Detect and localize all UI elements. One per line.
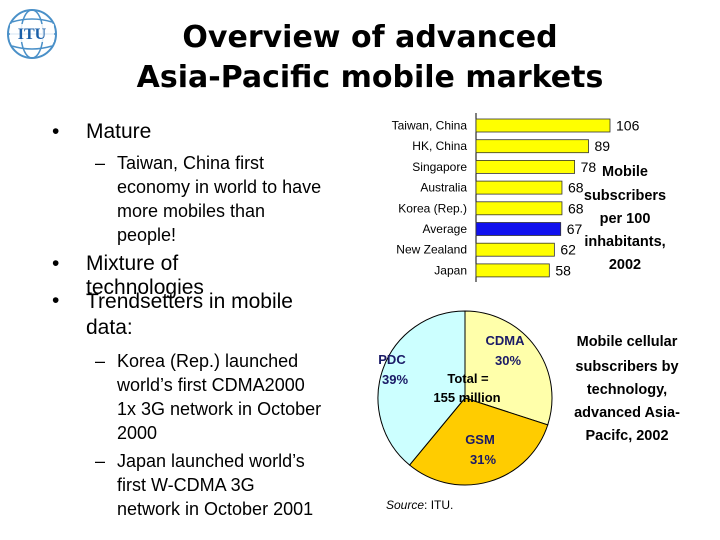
- bar-caption-line: Mobile: [602, 164, 648, 180]
- text-line: Korea (Rep.) launched: [117, 351, 299, 371]
- bar-category-label: Taiwan, China: [392, 119, 468, 133]
- sub-bullet-dash: –: [95, 153, 106, 173]
- pie-slice-value: 39%: [382, 372, 408, 387]
- bar-value-label: 89: [595, 138, 611, 154]
- sub-bullet-dash: –: [95, 351, 106, 371]
- bar-category-label: Singapore: [412, 160, 467, 174]
- bar-caption-line: per 100: [600, 211, 651, 227]
- source-prefix: Source: [386, 498, 424, 512]
- text-line: network in October 2001: [117, 499, 314, 519]
- pie-slices: [377, 310, 553, 486]
- bar-value-label: 78: [581, 159, 597, 175]
- bullet-mixture-text: Mixture of technologies: [86, 252, 204, 299]
- pie-center-line: 155 million: [433, 390, 500, 405]
- itu-logo: ITU: [7, 9, 57, 59]
- bar-value-label: 68: [568, 180, 584, 196]
- pie-caption-line: technology,: [587, 382, 667, 398]
- bar: [475, 263, 550, 278]
- text-line: economy in world to have: [117, 177, 322, 197]
- text-line: Japan launched world’s: [117, 451, 305, 471]
- pie-slice-value: 31%: [470, 452, 496, 467]
- source-note: Source: ITU.: [386, 498, 453, 512]
- pie-center-line: Total =: [447, 371, 489, 386]
- bar: [475, 118, 611, 133]
- source-text: : ITU.: [424, 498, 453, 512]
- bar: [475, 201, 563, 216]
- bullet-mature-text: Mature: [86, 120, 152, 143]
- bar-value-label: 68: [568, 200, 584, 216]
- pie-caption-line: Pacifc, 2002: [585, 428, 668, 444]
- bar: [475, 180, 563, 195]
- pie-slice-label: PDC: [378, 352, 406, 367]
- technology-pie-chart: CDMA 30% GSM 31% PDC 39% Total = 155 million Mo…: [377, 310, 680, 512]
- bar-category-label: HK, China: [412, 139, 467, 153]
- bar-category-label: Japan: [434, 263, 467, 277]
- pie-labels: CDMA 30% GSM 31% PDC 39% Total = 155 million: [378, 333, 525, 467]
- bullet-dot: •: [52, 252, 60, 275]
- bullet-trend-text: Trendsetters in mobile data:: [86, 289, 293, 341]
- itu-logo-text: ITU: [18, 26, 47, 43]
- bar-value-label: 106: [616, 118, 640, 134]
- bar-caption-line: 2002: [609, 257, 641, 273]
- pie-slice: [377, 310, 466, 466]
- text-line: Trendsetters in mobile: [86, 290, 293, 313]
- pie-slice-value: 30%: [495, 353, 521, 368]
- page-title: Overview of advanced Asia-Pacific mobile…: [90, 18, 650, 98]
- bar-value-label: 58: [555, 262, 571, 278]
- pie-caption-line: advanced Asia-: [574, 405, 680, 421]
- bar-category-label: New Zealand: [396, 243, 467, 257]
- bar: [475, 242, 555, 257]
- text-line: first W-CDMA 3G: [117, 475, 255, 495]
- title-line-2: Asia-Pacific mobile markets: [136, 60, 604, 95]
- text-line: people!: [117, 225, 177, 245]
- bullet-dot: •: [52, 120, 60, 143]
- pie-caption-line: subscribers by: [575, 359, 678, 375]
- text-line: 2000: [117, 423, 158, 443]
- bar-category-label: Australia: [420, 181, 467, 195]
- sub-bullet-korea-text: Korea (Rep.) launched world’s first CDMA…: [117, 349, 321, 445]
- pie-caption-line: Mobile cellular: [577, 334, 678, 350]
- text-line: data:: [86, 316, 133, 339]
- subscribers-bar-chart: Taiwan, China 106 HK, China 89 Singapore 78 Au…: [392, 113, 666, 282]
- pie-slice-label: CDMA: [486, 333, 526, 348]
- bar-caption-line: subscribers: [584, 188, 666, 204]
- bullet-dot: •: [52, 289, 60, 312]
- text-line: world’s first CDMA2000: [117, 375, 305, 395]
- pie-slice: [464, 310, 553, 426]
- pie-chart-caption: Mobile cellular subscribers by technology,…: [386, 334, 680, 512]
- bar-chart-caption: Mobile subscribers per 100 inhabitants, 2002: [584, 164, 666, 273]
- bar-value-label: 67: [567, 221, 583, 237]
- bar: [475, 139, 589, 154]
- bar: [475, 222, 562, 236]
- pie-slice-label: GSM: [465, 432, 495, 447]
- bar-category-label: Average: [423, 222, 468, 236]
- text-line: more mobiles than: [117, 201, 266, 221]
- sub-bullet-japan-text: Japan launched world’s first W-CDMA 3G n…: [117, 449, 313, 521]
- bar-caption-line: inhabitants,: [584, 234, 665, 250]
- bar: [475, 160, 576, 174]
- title-line-1: Overview of advanced: [182, 20, 558, 55]
- text-line: 1x 3G network in October: [117, 399, 322, 419]
- bar-chart-marks: Taiwan, China 106 HK, China 89 Singapore 78 Au…: [392, 118, 640, 279]
- pie-slice: [408, 397, 549, 486]
- bar-value-label: 62: [560, 242, 576, 258]
- text-line: Taiwan, China first: [117, 153, 265, 173]
- sub-bullet-taiwan-text: Taiwan, China first economy in world to …: [117, 151, 321, 247]
- sub-bullet-dash: –: [95, 451, 106, 471]
- bar-category-label: Korea (Rep.): [398, 201, 467, 215]
